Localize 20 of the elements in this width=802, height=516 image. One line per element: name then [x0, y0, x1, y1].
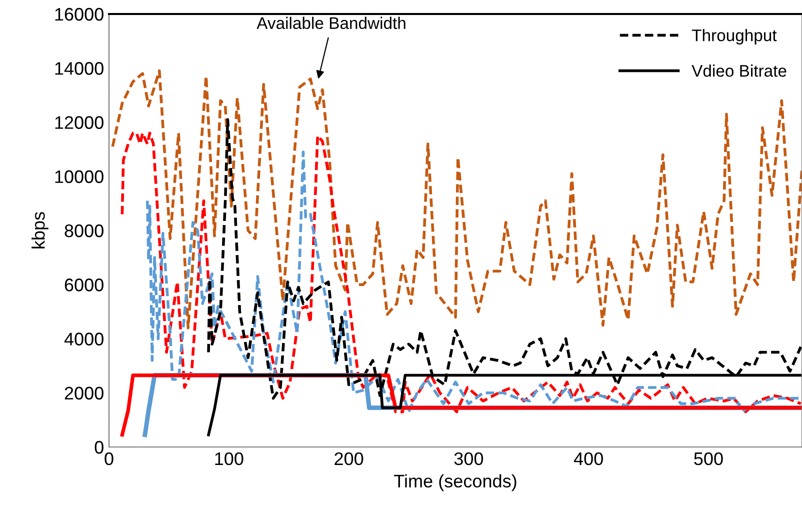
annotation: Available Bandwidth	[256, 16, 406, 30]
x-tick-label: 300	[454, 452, 484, 466]
y-tick-label: 14000	[55, 62, 104, 75]
y-axis-title: kbps	[32, 212, 48, 248]
x-tick-label: 200	[334, 452, 364, 466]
legend-label: Vdieo Bitrate	[692, 64, 786, 77]
y-tick-label: 4000	[64, 332, 104, 346]
x-tick-label: 500	[694, 452, 723, 466]
y-tick-label: 6000	[64, 278, 104, 292]
x-axis-title: Time (seconds)	[394, 474, 516, 492]
y-tick-label: 8000	[64, 224, 104, 238]
x-tick-label: 400	[574, 452, 603, 466]
y-tick-label: 0	[94, 440, 104, 454]
x-tick-label: 100	[215, 452, 244, 466]
y-tick-label: 16000	[55, 8, 104, 21]
legend-label: Throughput	[692, 29, 777, 45]
x-tick-label: 0	[104, 452, 114, 466]
y-tick-label: 12000	[55, 116, 104, 129]
y-tick-label: 2000	[64, 386, 104, 400]
y-tick-label: 10000	[55, 170, 104, 184]
